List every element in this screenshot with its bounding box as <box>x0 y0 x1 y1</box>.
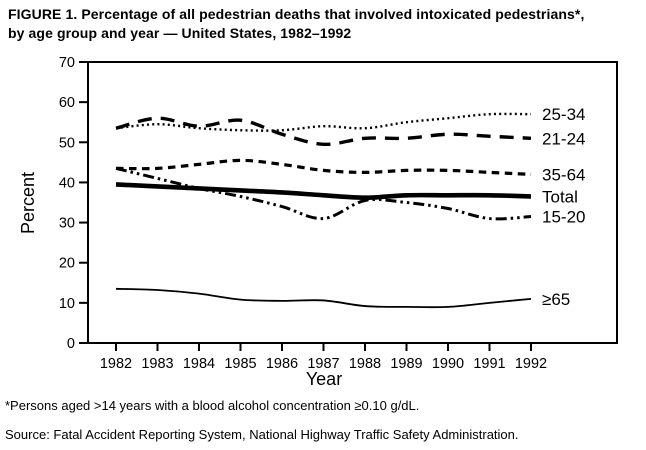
y-tick-label: 50 <box>59 135 75 151</box>
series-line-21-24 <box>115 116 532 146</box>
x-tick-label: 1986 <box>266 356 298 372</box>
series-line-25-34 <box>115 112 532 132</box>
x-tick-label: 1989 <box>390 356 422 372</box>
series-line-ge65 <box>115 287 532 309</box>
chart: 0 10 20 30 40 50 60 70 1982 1983 1984 1985 1986 1987 1… <box>18 55 618 389</box>
series-line-Total <box>115 182 532 200</box>
x-tick-label: 1988 <box>349 356 381 372</box>
x-tick-label: 1984 <box>183 356 215 372</box>
figure-title: FIGURE 1. Percentage of all pedestrian d… <box>8 5 642 43</box>
y-tick-label: 60 <box>59 95 75 111</box>
x-tick-label: 1987 <box>307 356 339 372</box>
y-tick-label: 30 <box>59 216 75 232</box>
figure-title-line2: by age group and year — United States, 1… <box>8 24 352 41</box>
x-tick-label: 1990 <box>432 356 464 372</box>
series-label-35-64: 35-64 <box>542 165 585 184</box>
x-tick-label: 1991 <box>473 356 505 372</box>
series-label-25-34: 25-34 <box>542 105 585 124</box>
series-line-15-20 <box>115 166 532 221</box>
x-tick-label: 1983 <box>141 356 173 372</box>
series-line-35-64 <box>115 158 532 176</box>
series-label-ge65: ≥65 <box>542 290 570 309</box>
x-axis-title: Year <box>306 369 342 389</box>
source-line: Source: Fatal Accident Reporting System,… <box>5 427 519 442</box>
footnote: *Persons aged >14 years with a blood alc… <box>5 398 420 413</box>
series-label-Total: Total <box>542 187 578 206</box>
series-label-21-24: 21-24 <box>542 129 585 148</box>
y-tick-label: 10 <box>59 296 75 312</box>
y-axis-title: Percent <box>18 172 38 234</box>
x-tick-label: 1982 <box>100 356 132 372</box>
y-tick-label: 20 <box>59 256 75 272</box>
series-label-15-20: 15-20 <box>542 208 585 227</box>
x-tick-label: 1992 <box>515 356 547 372</box>
plot-frame <box>87 61 618 344</box>
y-tick-label: 0 <box>67 336 75 352</box>
y-tick-label: 40 <box>59 175 75 191</box>
figure-title-line1: FIGURE 1. Percentage of all pedestrian d… <box>8 6 585 22</box>
x-tick-label: 1985 <box>224 356 256 372</box>
y-tick-label: 70 <box>59 55 75 71</box>
